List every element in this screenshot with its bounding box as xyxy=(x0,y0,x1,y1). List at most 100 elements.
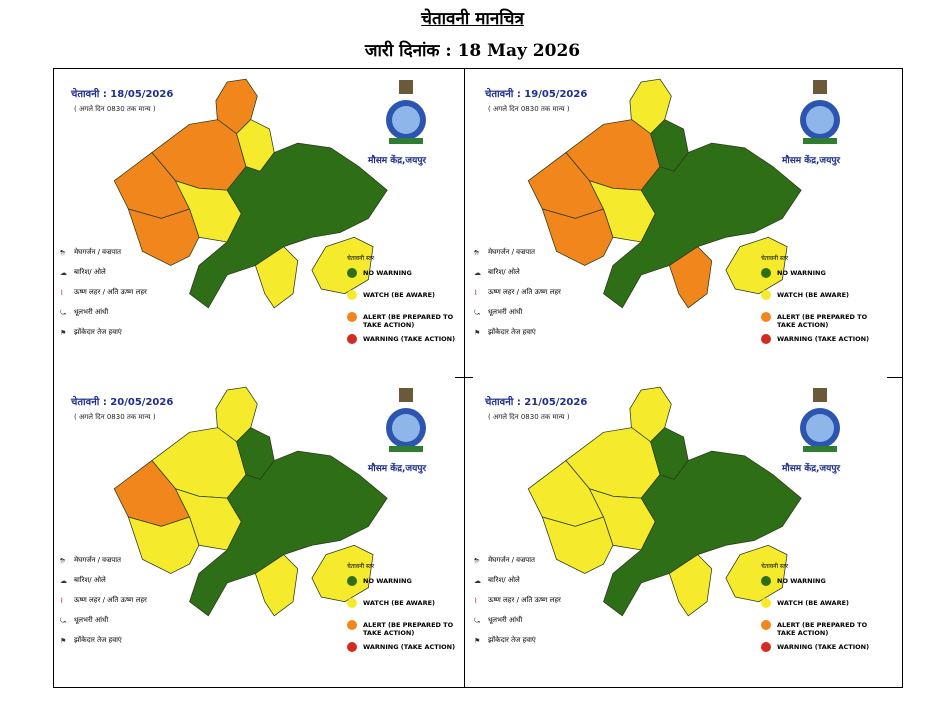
region-south_east xyxy=(725,544,788,603)
level-label: NO WARNING xyxy=(363,577,412,585)
symbol-legend: ⛈ मेघगर्जन / वज्रपात ☁ बारिश/ ओले ⌇ ऊष्ण लहर … xyxy=(474,246,561,346)
symbol-legend-label: झोंकेदार तेज हवाएं xyxy=(74,636,122,644)
region-south_west xyxy=(127,516,200,574)
symbol-legend-label: बारिश/ ओले xyxy=(74,268,106,276)
symbol-legend-label: मेघगर्जन / वज्रपात xyxy=(488,556,536,564)
grid-divider xyxy=(464,68,465,688)
office-name: मौसम केंद्र,जयपुर xyxy=(368,464,427,474)
level-color-dot xyxy=(761,268,771,278)
symbol-legend-label: बारिश/ ओले xyxy=(488,576,520,584)
level-color-dot xyxy=(347,642,357,652)
symbol-legend-label: बारिश/ ओले xyxy=(488,268,520,276)
heatwave-icon: ⌇ xyxy=(60,289,64,297)
imd-emblem-icon xyxy=(800,388,840,452)
level-legend-item: WATCH (BE AWARE) xyxy=(347,290,435,312)
duststorm-icon: ⤿ xyxy=(60,309,66,317)
validity-note: ( अगले दिन 0830 तक मान्य ) xyxy=(74,105,156,113)
symbol-legend-item: ⌇ ऊष्ण लहर / अति ऊष्ण लहर xyxy=(474,286,561,306)
region-south_east xyxy=(311,236,374,295)
hail-icon: ☁ xyxy=(474,269,481,277)
symbol-legend-label: ऊष्ण लहर / अति ऊष्ण लहर xyxy=(74,596,147,604)
level-label: NO WARNING xyxy=(363,269,412,277)
level-legend-item: WARNING (TAKE ACTION) xyxy=(761,334,869,356)
level-legend-item: NO WARNING xyxy=(761,576,826,598)
symbol-legend-label: मेघगर्जन / वज्रपात xyxy=(74,556,122,564)
level-legend-item: WARNING (TAKE ACTION) xyxy=(347,642,455,664)
panel-date: चेतावनी : 18/05/2026 xyxy=(71,89,174,100)
region-south_west xyxy=(541,516,614,574)
thunderstorm-icon: ⛈ xyxy=(60,249,66,257)
level-label: WATCH (BE AWARE) xyxy=(363,291,436,299)
heatwave-icon: ⌇ xyxy=(60,597,64,605)
symbol-legend-item: ⚑ झोंकेदार तेज हवाएं xyxy=(474,634,561,654)
symbol-legend-label: धूलभरी आंधी xyxy=(488,308,523,316)
duststorm-icon: ⤿ xyxy=(474,617,480,625)
grid-divider-stub-right xyxy=(887,377,903,378)
level-color-dot xyxy=(347,268,357,278)
gusty-wind-icon: ⚑ xyxy=(474,329,481,337)
heatwave-icon: ⌇ xyxy=(474,597,478,605)
region-south_east xyxy=(725,236,788,295)
level-label: WATCH (BE AWARE) xyxy=(363,599,436,607)
warning-panel-3: चेतावनी : 20/05/2026 ( अगले दिन 0830 तक म… xyxy=(56,382,468,688)
symbol-legend-item: ⌇ ऊष्ण लहर / अति ऊष्ण लहर xyxy=(60,286,147,306)
level-legend-item: WARNING (TAKE ACTION) xyxy=(761,642,869,664)
symbol-legend-label: झोंकेदार तेज हवाएं xyxy=(488,328,536,336)
symbol-legend-item: ⌇ ऊष्ण लहर / अति ऊष्ण लहर xyxy=(474,594,561,614)
symbol-legend-item: ⛈ मेघगर्जन / वज्रपात xyxy=(60,246,147,266)
level-label: ALERT (BE PREPARED TO TAKE ACTION) xyxy=(363,621,454,637)
imd-emblem-icon xyxy=(386,388,426,452)
hail-icon: ☁ xyxy=(60,577,67,585)
imd-emblem-icon xyxy=(386,80,426,144)
warning-panel-2: चेतावनी : 19/05/2026 ( अगले दिन 0830 तक म… xyxy=(470,74,882,380)
page-title: चेतावनी मानचित्र xyxy=(421,9,524,29)
rajasthan-map xyxy=(113,386,388,617)
symbol-legend-label: ऊष्ण लहर / अति ऊष्ण लहर xyxy=(488,288,561,296)
level-color-dot xyxy=(347,576,357,586)
level-color-dot xyxy=(347,598,357,608)
office-name: मौसम केंद्र,जयपुर xyxy=(782,156,841,166)
symbol-legend-label: बारिश/ ओले xyxy=(74,576,106,584)
level-legend-item: WARNING (TAKE ACTION) xyxy=(347,334,455,356)
level-color-dot xyxy=(347,290,357,300)
symbol-legend-label: झोंकेदार तेज हवाएं xyxy=(488,636,536,644)
symbol-legend: ⛈ मेघगर्जन / वज्रपात ☁ बारिश/ ओले ⌇ ऊष्ण लहर … xyxy=(474,554,561,654)
level-label: WARNING (TAKE ACTION) xyxy=(777,335,870,343)
symbol-legend-item: ⚑ झोंकेदार तेज हवाएं xyxy=(60,634,147,654)
symbol-legend-item: ☁ बारिश/ ओले xyxy=(60,266,147,286)
level-label: ALERT (BE PREPARED TO TAKE ACTION) xyxy=(363,313,454,329)
level-legend-item: WATCH (BE AWARE) xyxy=(347,598,435,620)
panel-date: चेतावनी : 21/05/2026 xyxy=(485,397,588,408)
level-color-dot xyxy=(761,576,771,586)
symbol-legend: ⛈ मेघगर्जन / वज्रपात ☁ बारिश/ ओले ⌇ ऊष्ण लहर … xyxy=(60,246,147,346)
hail-icon: ☁ xyxy=(60,269,67,277)
warning-level-legend: चेतावनी स्तर NO WARNING WATCH (BE AWARE) AL… xyxy=(347,254,455,356)
warning-maps-grid xyxy=(53,68,903,688)
symbol-legend-label: धूलभरी आंधी xyxy=(74,616,109,624)
warning-level-legend: चेतावनी स्तर NO WARNING WATCH (BE AWARE) AL… xyxy=(761,254,869,356)
warning-level-legend: चेतावनी स्तर NO WARNING WATCH (BE AWARE) AL… xyxy=(761,562,869,664)
level-color-dot xyxy=(347,334,357,344)
symbol-legend-item: ⚑ झोंकेदार तेज हवाएं xyxy=(60,326,147,346)
thunderstorm-icon: ⛈ xyxy=(60,557,66,565)
level-color-dot xyxy=(761,620,771,630)
symbol-legend: ⛈ मेघगर्जन / वज्रपात ☁ बारिश/ ओले ⌇ ऊष्ण लहर … xyxy=(60,554,147,654)
symbol-legend-item: ⛈ मेघगर्जन / वज्रपात xyxy=(474,554,561,574)
heatwave-icon: ⌇ xyxy=(474,289,478,297)
symbol-legend-item: ⛈ मेघगर्जन / वज्रपात xyxy=(60,554,147,574)
level-legend-heading: चेतावनी स्तर xyxy=(761,563,789,570)
symbol-legend-label: मेघगर्जन / वज्रपात xyxy=(488,248,536,256)
symbol-legend-item: ☁ बारिश/ ओले xyxy=(60,574,147,594)
symbol-legend-label: मेघगर्जन / वज्रपात xyxy=(74,248,122,256)
warning-level-legend: चेतावनी स्तर NO WARNING WATCH (BE AWARE) AL… xyxy=(347,562,455,664)
region-south xyxy=(254,246,299,309)
symbol-legend-item: ⤿ धूलभरी आंधी xyxy=(60,614,147,634)
level-legend-item: NO WARNING xyxy=(347,576,412,598)
level-color-dot xyxy=(347,620,357,630)
rajasthan-map xyxy=(113,78,388,309)
level-label: WARNING (TAKE ACTION) xyxy=(363,335,456,343)
level-legend-item: ALERT (BE PREPARED TO TAKE ACTION) xyxy=(347,312,453,334)
level-legend-item: NO WARNING xyxy=(761,268,826,290)
symbol-legend-item: ⚑ झोंकेदार तेज हवाएं xyxy=(474,326,561,346)
symbol-legend-label: ऊष्ण लहर / अति ऊष्ण लहर xyxy=(74,288,147,296)
